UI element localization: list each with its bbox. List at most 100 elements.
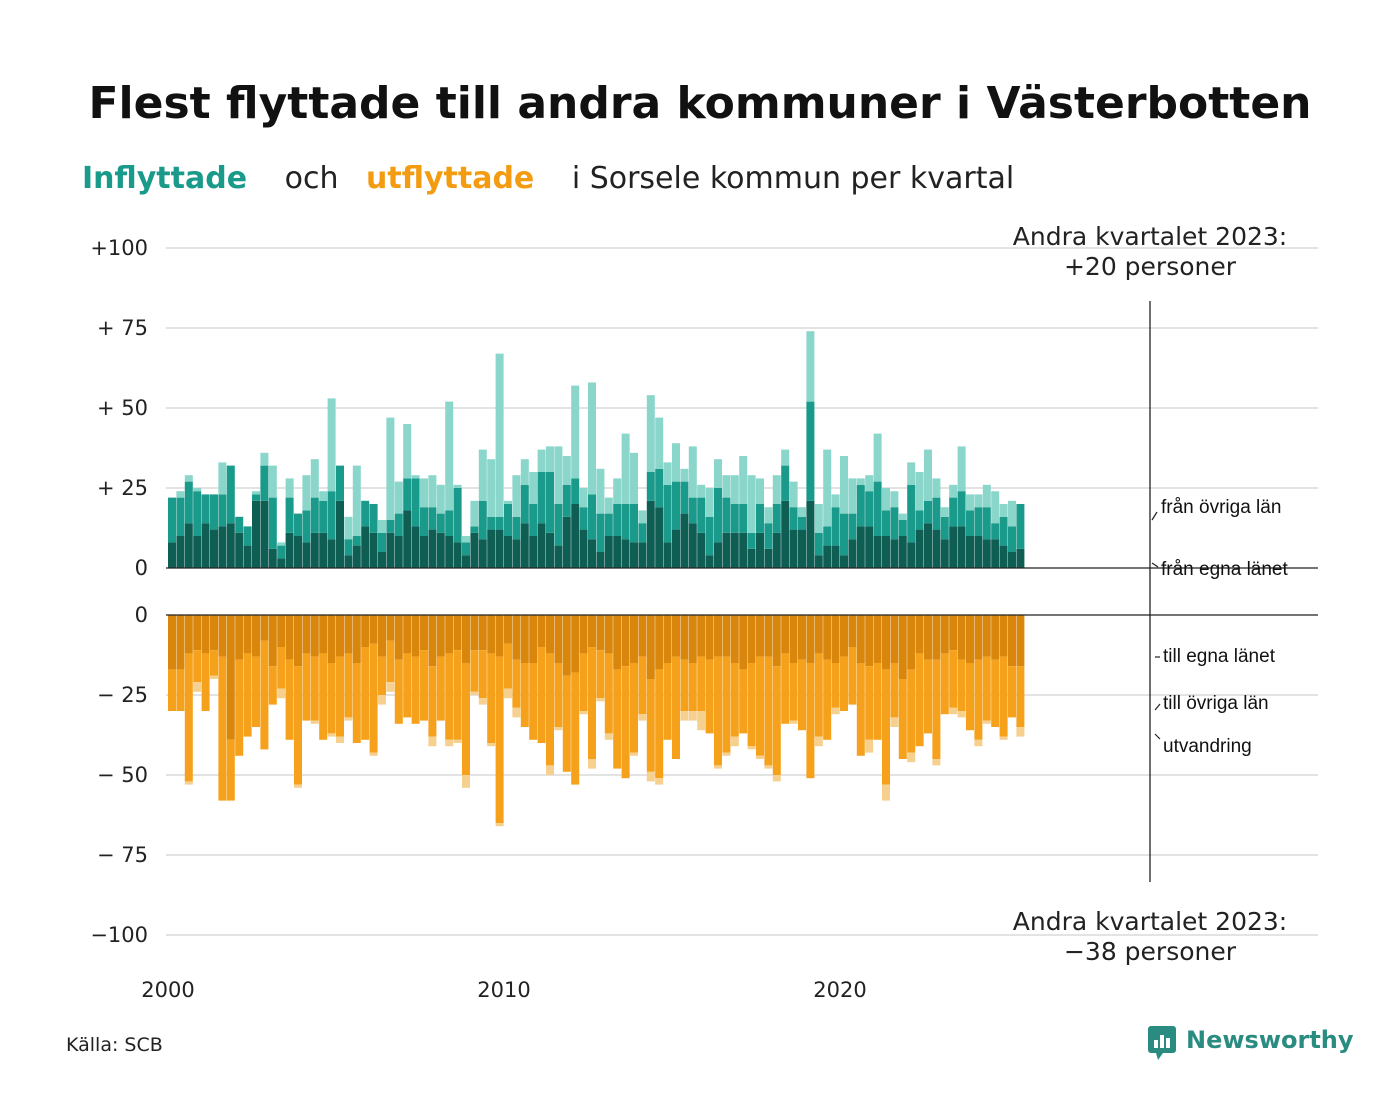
bar-in-other xyxy=(898,520,907,536)
bar-out-other xyxy=(831,663,840,708)
bar-out-other xyxy=(781,653,790,724)
bar-in-other xyxy=(260,465,269,501)
bar-in-other xyxy=(529,504,538,536)
bar-in-own xyxy=(747,548,756,568)
bar-out-other xyxy=(201,653,210,711)
bar-out-other xyxy=(949,650,958,708)
bar-out-other xyxy=(361,647,370,740)
bar-out-other xyxy=(344,653,353,718)
bar-in-other xyxy=(394,513,403,536)
bar-in-other xyxy=(655,468,664,508)
bar-out-emig xyxy=(546,765,554,775)
bar-in-other xyxy=(915,510,924,530)
bar-in-extra xyxy=(730,475,739,504)
bar-in-extra xyxy=(999,504,1008,517)
bar-in-own xyxy=(638,542,647,568)
bar-in-other xyxy=(999,516,1008,546)
bar-out-other xyxy=(663,663,672,740)
bar-in-other xyxy=(369,504,378,533)
bar-in-other xyxy=(949,497,958,527)
bar-in-extra xyxy=(588,382,596,495)
bar-in-extra xyxy=(520,459,529,485)
y-axis-bottom: 0 − 25 − 50 − 75 −100 xyxy=(90,603,148,947)
bar-in-extra xyxy=(596,468,605,514)
bar-out-own xyxy=(697,615,706,657)
bar-out-other xyxy=(193,650,202,683)
bar-out-other xyxy=(613,669,622,769)
bar-out-emig xyxy=(504,688,512,699)
bar-in-own xyxy=(621,539,630,568)
bar-out-other xyxy=(310,656,319,721)
bar-out-emig xyxy=(453,739,462,743)
bar-in-own xyxy=(982,539,991,568)
chart-subtitle: Inflyttade och utflyttade i Sorsele komm… xyxy=(82,161,1014,196)
bar-out-emig xyxy=(655,778,664,785)
outflow-bars xyxy=(168,615,1025,827)
bar-out-emig xyxy=(336,736,344,743)
bar-out-own xyxy=(705,615,714,660)
bar-out-own xyxy=(344,615,353,654)
bar-out-other xyxy=(966,663,974,731)
bar-out-other xyxy=(546,653,554,766)
bar-out-emig xyxy=(512,707,521,718)
bar-in-extra xyxy=(890,491,899,508)
bar-in-extra xyxy=(537,449,546,472)
bar-in-extra xyxy=(470,500,479,527)
bar-in-extra xyxy=(604,497,613,514)
bar-out-other xyxy=(814,653,823,737)
bar-out-own xyxy=(924,615,932,660)
bar-out-other xyxy=(680,659,689,711)
bar-out-own xyxy=(680,615,689,660)
bar-in-extra xyxy=(562,456,571,485)
bar-out-other xyxy=(235,659,244,756)
bar-in-extra xyxy=(907,462,916,485)
y-tick-top: 0 xyxy=(135,556,148,580)
leader-in-own xyxy=(1151,562,1159,568)
bar-in-own xyxy=(680,513,689,568)
bar-in-own xyxy=(579,529,588,568)
bar-in-other xyxy=(302,510,311,543)
bar-out-own xyxy=(646,615,655,679)
bar-in-extra xyxy=(546,446,554,472)
bar-in-own xyxy=(705,555,714,568)
bar-in-own xyxy=(428,529,437,568)
bar-in-own xyxy=(201,523,210,568)
bar-out-own xyxy=(302,615,311,654)
bar-in-own xyxy=(235,532,244,568)
bar-in-other xyxy=(772,504,781,533)
bar-in-extra xyxy=(310,459,319,498)
bar-in-own xyxy=(378,552,386,568)
bar-in-other xyxy=(310,497,319,533)
bar-in-extra xyxy=(840,456,848,514)
bar-in-own xyxy=(226,523,235,568)
bar-out-other xyxy=(621,666,630,779)
bar-in-own xyxy=(890,539,899,568)
bar-out-other xyxy=(319,653,328,740)
bar-out-own xyxy=(974,615,983,660)
bar-out-own xyxy=(445,615,454,654)
bar-in-extra xyxy=(386,417,395,520)
bar-in-other xyxy=(932,497,941,530)
bar-in-extra xyxy=(487,459,496,517)
bar-out-emig xyxy=(604,733,613,740)
bar-in-extra xyxy=(403,424,412,479)
label-out-emig: utvandring xyxy=(1163,736,1252,757)
bar-in-own xyxy=(369,532,378,568)
bar-in-other xyxy=(285,497,294,533)
bar-in-own xyxy=(1016,548,1025,568)
bar-in-own xyxy=(873,536,882,568)
bar-out-other xyxy=(336,656,344,737)
bar-in-own xyxy=(495,529,504,568)
bar-in-extra xyxy=(495,353,504,517)
bar-in-extra xyxy=(285,478,294,498)
bar-out-own xyxy=(462,615,470,663)
bar-in-extra xyxy=(529,472,538,504)
bar-out-own xyxy=(688,615,697,663)
annotation-top-line2: +20 personer xyxy=(1064,252,1237,281)
bar-in-other xyxy=(714,488,722,543)
label-in-own: från egna länet xyxy=(1161,559,1288,580)
bar-in-other xyxy=(831,507,840,546)
bar-in-other xyxy=(940,516,949,540)
bar-in-extra xyxy=(260,452,269,466)
bar-out-own xyxy=(630,615,638,663)
